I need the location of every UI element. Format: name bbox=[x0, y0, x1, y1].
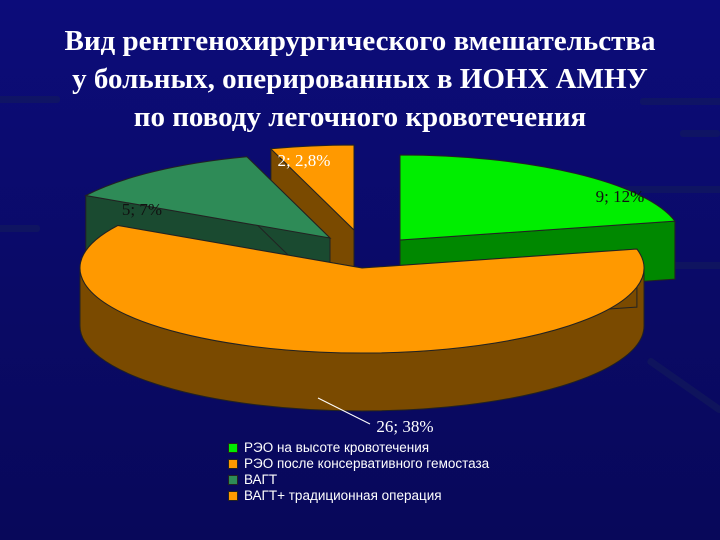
pie-slice-top bbox=[399, 154, 676, 241]
decorative-stripe bbox=[0, 225, 40, 232]
pie-slice-top bbox=[79, 224, 645, 354]
legend-swatch bbox=[228, 491, 238, 501]
pie-slice-top bbox=[269, 144, 355, 232]
leader-line bbox=[317, 397, 371, 425]
data-label: 5; 7% bbox=[122, 200, 162, 219]
data-label: 26; 38% bbox=[376, 417, 433, 436]
decorative-stripe bbox=[680, 130, 720, 137]
decorative-stripe bbox=[640, 98, 720, 105]
slide-title: Вид рентгенохирургического вмешательства… bbox=[0, 22, 720, 136]
legend-item: РЭО на высоте кровотечения bbox=[228, 440, 489, 456]
legend-swatch bbox=[228, 475, 238, 485]
pie-slice-group bbox=[79, 224, 645, 412]
legend-item: ВАГТ bbox=[228, 472, 489, 488]
legend-label: ВАГТ+ традиционная операция bbox=[244, 488, 442, 503]
title-line-3: по поводу легочного кровотечения bbox=[133, 101, 587, 133]
legend-item: РЭО после консервативного гемостаза bbox=[228, 456, 489, 472]
chart-legend: РЭО на высоте кровотечения РЭО после конс… bbox=[228, 440, 489, 504]
legend-label: РЭО на высоте кровотечения bbox=[244, 440, 430, 455]
pie-slice-top bbox=[84, 156, 332, 239]
title-line-1: Вид рентгенохирургического вмешательства bbox=[64, 25, 656, 57]
legend-item: ВАГТ+ традиционная операция bbox=[228, 488, 489, 504]
data-label: 9; 12% bbox=[596, 187, 645, 206]
decorative-stripe bbox=[620, 186, 720, 193]
decorative-stripe bbox=[0, 96, 60, 103]
legend-label: РЭО после консервативного гемостаза bbox=[244, 456, 490, 471]
title-line-2: у больных, оперированных в ИОНХ АМНУ bbox=[72, 63, 648, 95]
legend-label: ВАГТ bbox=[244, 472, 278, 487]
legend-swatch bbox=[228, 459, 238, 469]
legend-swatch bbox=[228, 443, 238, 453]
decorative-stripe bbox=[670, 262, 720, 269]
data-label: 2; 2,8% bbox=[278, 151, 331, 170]
